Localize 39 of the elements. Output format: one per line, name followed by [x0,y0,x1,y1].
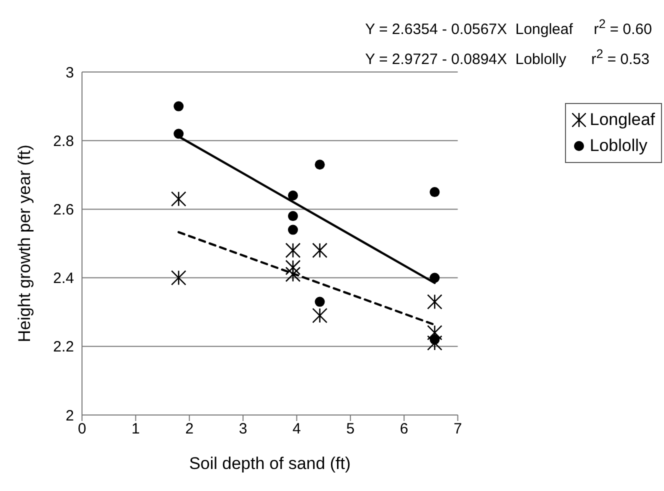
point [430,187,440,198]
point [285,260,301,276]
x-tick-label: 6 [400,420,408,438]
point [170,191,186,207]
point [427,325,442,340]
point [288,224,298,235]
point [427,294,442,310]
y-axis-title: Height growth per year (ft) [15,144,34,342]
point [430,334,440,345]
y-tick-label: 3 [66,64,74,82]
point [174,101,184,112]
x-tick-label: 1 [132,420,140,438]
point [285,266,301,282]
legend-label: Longleaf [590,109,655,131]
x-tick-label: 5 [346,420,355,438]
point [312,242,328,258]
legend-label: Loblolly [590,135,648,157]
x-tick-label: 7 [454,420,462,438]
point [312,308,328,324]
point [314,160,325,170]
text: Y = 2.9727 - 0.0894X Loblolly r$^{2}$ = 0.53 [365,46,650,70]
y-tick-label: 2 [66,407,74,424]
point [288,211,298,222]
x-tick-label: 2 [185,420,194,438]
point [314,296,325,307]
point [174,128,184,139]
x-tick-label: 3 [238,420,248,438]
point [285,242,301,258]
x-tick-label: 0 [78,420,86,438]
y-tick-label: 2.8 [53,132,74,150]
y-tick-label: 2.6 [53,202,74,219]
point [288,190,298,200]
x-tick-label: 4 [292,420,301,438]
point [430,272,440,283]
x-axis-title: Soil depth of sand (ft) [189,454,351,473]
y-tick-label: 2.2 [53,338,74,356]
y-tick-label: 2.4 [53,270,74,288]
point [170,270,186,286]
text: Y = 2.6354 - 0.0567X Longleaf r$^{2}$ = 0.60 [365,16,652,40]
